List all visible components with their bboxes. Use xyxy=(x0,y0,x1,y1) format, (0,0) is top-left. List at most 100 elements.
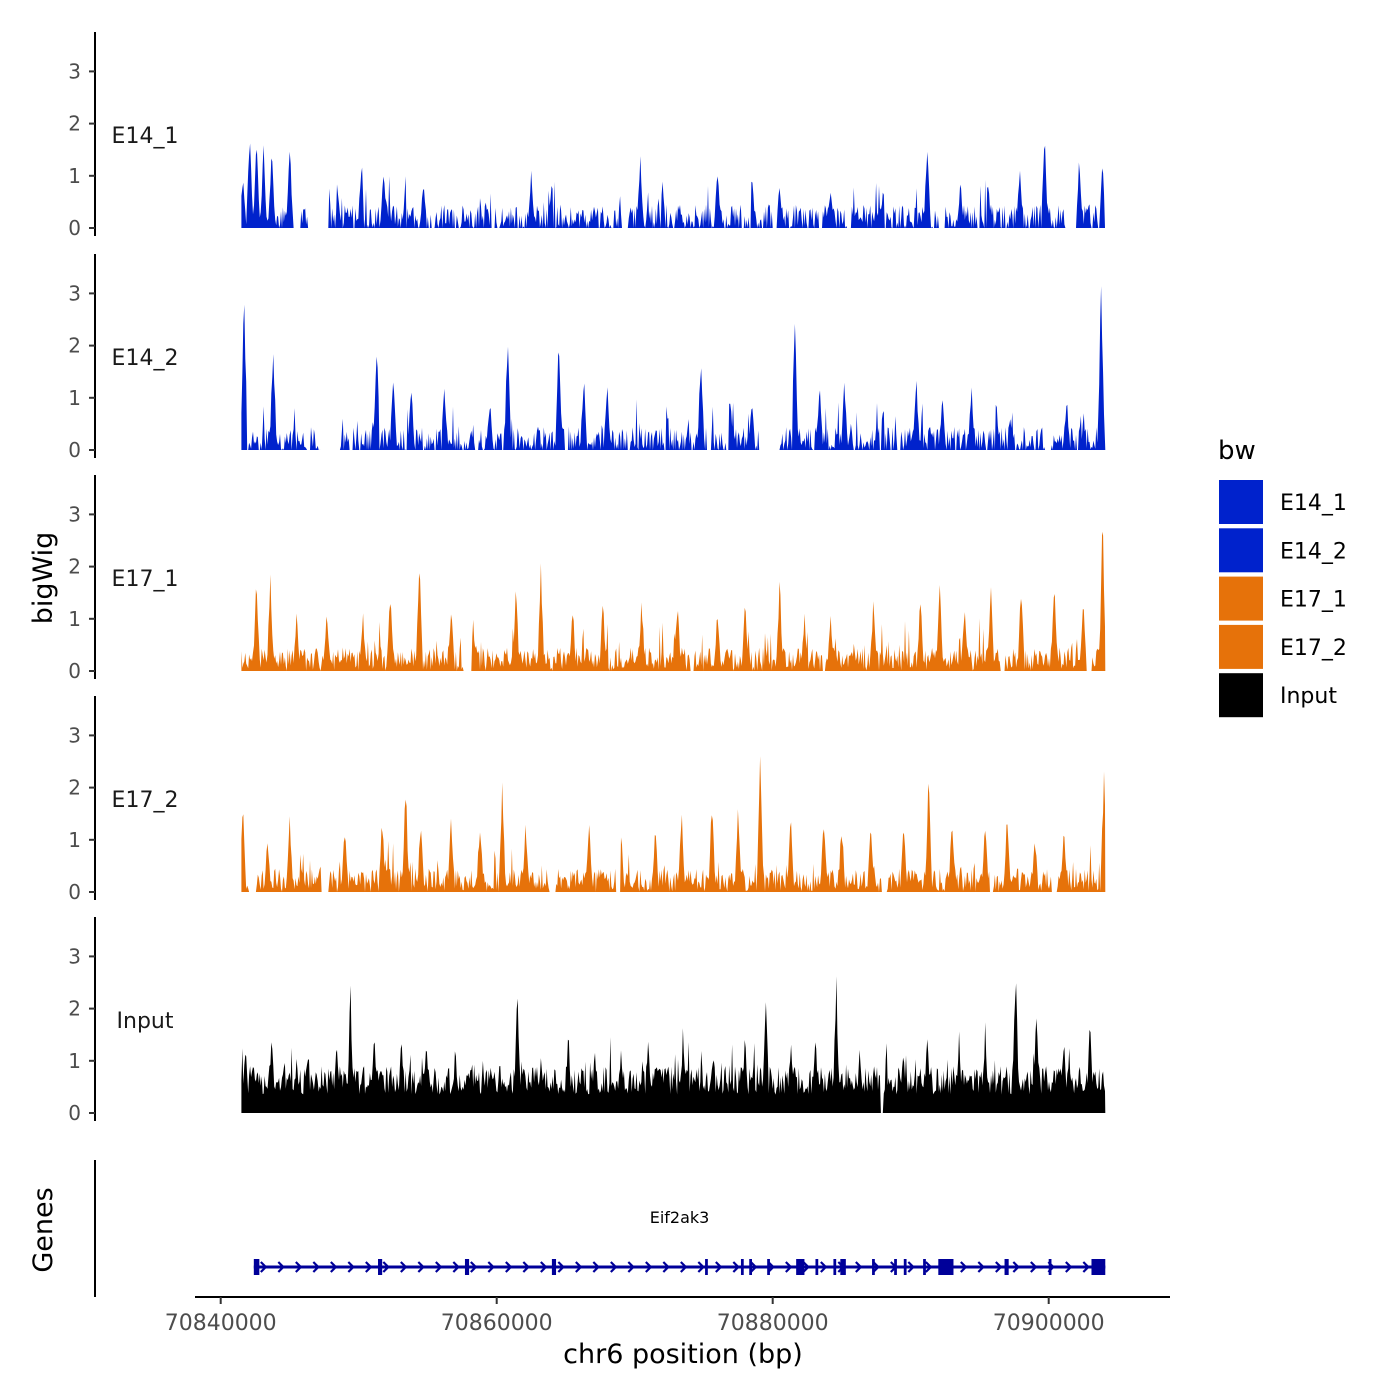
x-tick-label: 70860000 xyxy=(441,1311,553,1336)
legend-swatch-e17-1 xyxy=(1219,576,1263,621)
x-axis-title: chr6 position (bp) xyxy=(563,1339,803,1370)
legend-label: Input xyxy=(1280,684,1337,709)
y-tick-label: 2 xyxy=(68,112,81,136)
y-tick-label: 3 xyxy=(68,281,81,305)
y-tick-label: 3 xyxy=(68,944,81,968)
y-axis-title: bigWig xyxy=(28,532,59,625)
strand-arrow xyxy=(1065,1261,1073,1273)
x-axis: 70840000 70860000 70880000 70900000 xyxy=(165,1296,1170,1336)
strand-arrow xyxy=(505,1261,513,1273)
y-tick-label: 1 xyxy=(68,164,81,188)
strand-arrow xyxy=(610,1261,618,1273)
track-e14-1: 0 1 2 3 E14_1 xyxy=(68,32,1106,240)
track-label: E17_1 xyxy=(112,567,179,592)
y-tick-label: 0 xyxy=(68,659,81,683)
exon xyxy=(903,1259,907,1275)
strand-arrow xyxy=(330,1261,338,1273)
y-tick-label: 1 xyxy=(68,1049,81,1073)
y-tick-label: 2 xyxy=(68,334,81,358)
y-tick-label: 3 xyxy=(68,502,81,526)
track-e17-2: 0 1 2 3 E17_2 xyxy=(68,696,1106,904)
y-tick-label: 3 xyxy=(68,59,81,83)
y-tick-label: 1 xyxy=(68,828,81,852)
strand-arrow xyxy=(295,1261,303,1273)
exon xyxy=(253,1259,260,1275)
track-e17-1: 0 1 2 3 E17_1 xyxy=(68,475,1106,683)
exon xyxy=(1091,1259,1106,1275)
y-tick-label: 2 xyxy=(68,555,81,579)
exon xyxy=(767,1259,770,1275)
strand-arrow xyxy=(487,1261,495,1273)
strand-arrow xyxy=(470,1261,478,1273)
track-label: Input xyxy=(117,1009,174,1034)
exon xyxy=(894,1259,897,1275)
strand-arrow xyxy=(785,1261,793,1273)
strand-arrow xyxy=(365,1261,373,1273)
coverage-area-e17-1 xyxy=(241,531,1106,671)
track-label: E14_1 xyxy=(112,124,179,149)
legend-title: bw xyxy=(1218,436,1256,466)
strand-arrow xyxy=(557,1261,565,1273)
y-tick-label: 1 xyxy=(68,386,81,410)
exon xyxy=(815,1259,819,1275)
strand-arrow xyxy=(1082,1261,1090,1273)
strand-arrow xyxy=(592,1261,600,1273)
strand-arrow xyxy=(452,1261,460,1273)
exon xyxy=(551,1259,557,1275)
coverage-tracks: 0 1 2 3 E14_1 0 1 2 3 E14_2 0 1 2 3 E17_1 0 1 2 3 E17_2 0 1 2 3… xyxy=(68,32,1106,1125)
legend-swatch-e14-2 xyxy=(1219,528,1263,573)
legend-swatch-e17-2 xyxy=(1219,624,1263,669)
legend-label: E14_1 xyxy=(1280,491,1347,516)
exon xyxy=(749,1259,752,1275)
coverage-area-input xyxy=(241,976,1106,1113)
y-tick-label: 2 xyxy=(68,997,81,1021)
strand-arrow xyxy=(627,1261,635,1273)
strand-arrow xyxy=(925,1261,933,1273)
x-tick-label: 70840000 xyxy=(165,1311,277,1336)
x-tick-label: 70900000 xyxy=(993,1311,1105,1336)
exon xyxy=(1048,1259,1052,1275)
gene-name-label: Eif2ak3 xyxy=(650,1208,710,1227)
strand-arrow xyxy=(575,1261,583,1273)
y-tick-label: 0 xyxy=(68,438,81,462)
y-tick-label: 2 xyxy=(68,776,81,800)
strand-arrow xyxy=(662,1261,670,1273)
strand-arrow xyxy=(400,1261,408,1273)
strand-arrow xyxy=(277,1261,285,1273)
y-tick-label: 0 xyxy=(68,880,81,904)
legend: bw E14_1 E14_2 E17_1 E17_2 Input xyxy=(1218,436,1347,718)
exon xyxy=(938,1259,954,1275)
strand-arrow xyxy=(995,1261,1003,1273)
track-label: E14_2 xyxy=(112,346,179,371)
strand-arrow xyxy=(872,1261,880,1273)
track-input: 0 1 2 3 Input xyxy=(68,917,1106,1125)
strand-arrow xyxy=(645,1261,653,1273)
strand-arrow xyxy=(715,1261,723,1273)
x-tick-label: 70880000 xyxy=(717,1311,829,1336)
coverage-area-e14-1 xyxy=(241,143,1106,228)
strand-arrow xyxy=(312,1261,320,1273)
genes-track-title: Genes xyxy=(28,1187,59,1272)
strand-arrow xyxy=(697,1261,705,1273)
exon xyxy=(1004,1259,1009,1275)
exon xyxy=(833,1259,837,1275)
strand-arrow xyxy=(855,1261,863,1273)
strand-arrow xyxy=(750,1261,758,1273)
y-tick-label: 0 xyxy=(68,1101,81,1125)
strand-arrow xyxy=(260,1261,268,1273)
strand-arrow xyxy=(767,1261,775,1273)
strand-arrow xyxy=(1030,1261,1038,1273)
strand-arrow xyxy=(540,1261,548,1273)
track-label: E17_2 xyxy=(112,788,179,813)
exon xyxy=(740,1259,744,1275)
exon xyxy=(378,1259,383,1275)
genes-track: Eif2ak3 xyxy=(94,1160,1106,1297)
exon xyxy=(840,1259,846,1275)
strand-arrow xyxy=(417,1261,425,1273)
strand-arrow xyxy=(522,1261,530,1273)
strand-arrow xyxy=(382,1261,390,1273)
strand-arrow xyxy=(435,1261,443,1273)
exon xyxy=(796,1259,805,1275)
legend-label: E17_1 xyxy=(1280,588,1347,613)
